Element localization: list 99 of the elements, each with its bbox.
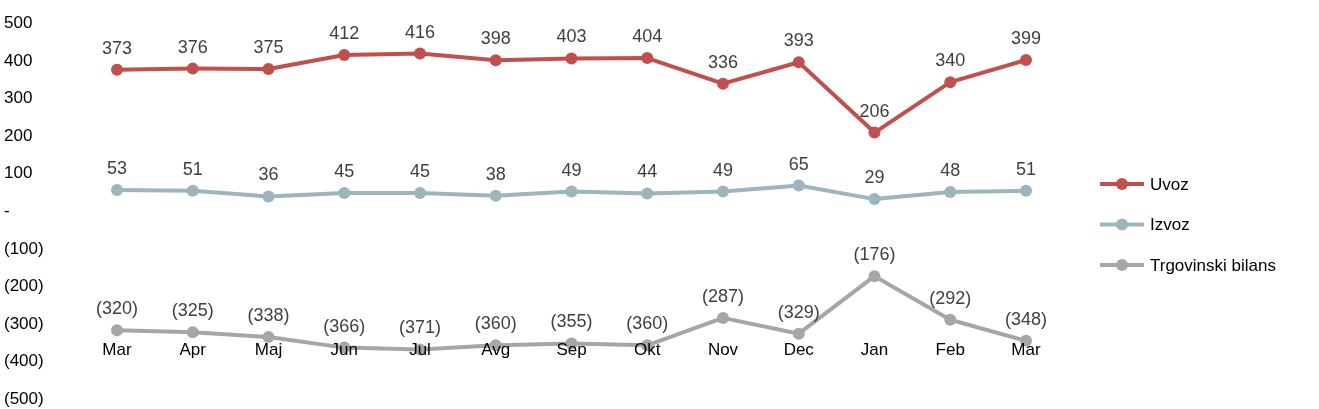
data-label: 376 xyxy=(177,36,208,57)
point xyxy=(186,62,199,75)
point xyxy=(111,324,123,337)
point xyxy=(414,47,426,60)
data-label: 45 xyxy=(334,161,355,182)
point xyxy=(489,54,502,67)
data-label: 36 xyxy=(258,164,279,185)
legend-label: Izvoz xyxy=(1150,215,1190,235)
data-label: (366) xyxy=(323,315,366,336)
data-label: 51 xyxy=(182,158,203,179)
point xyxy=(186,326,199,339)
data-label: 375 xyxy=(253,37,284,57)
x-tick-label: Dec xyxy=(783,340,815,360)
data-label: 38 xyxy=(485,163,506,184)
y-tick-label: (100) xyxy=(4,238,44,258)
point xyxy=(338,187,351,200)
data-label: 206 xyxy=(859,100,890,121)
y-tick-label: 200 xyxy=(4,125,33,145)
data-label: 373 xyxy=(101,37,133,58)
x-tick-label: Mar xyxy=(1011,340,1041,360)
legend-label: Trgovinski bilans xyxy=(1150,255,1276,275)
point xyxy=(489,189,502,202)
data-label: (325) xyxy=(171,300,214,321)
data-label: (292) xyxy=(929,287,972,308)
data-label: 29 xyxy=(864,167,885,188)
data-label: 44 xyxy=(637,161,658,182)
y-tick-label: 100 xyxy=(4,163,33,183)
data-label: (329) xyxy=(777,301,820,322)
data-label: 336 xyxy=(707,51,739,72)
point xyxy=(792,179,805,192)
data-label: 48 xyxy=(940,159,961,180)
point xyxy=(262,190,275,203)
point xyxy=(868,193,881,206)
point xyxy=(111,63,123,76)
data-label: 51 xyxy=(1015,158,1037,179)
point xyxy=(944,313,957,326)
x-tick-label: Apr xyxy=(179,340,207,360)
point xyxy=(565,52,578,65)
x-tick-label: Maj xyxy=(254,340,283,360)
point xyxy=(186,184,199,197)
point xyxy=(868,126,881,139)
point xyxy=(944,76,957,89)
point xyxy=(792,56,805,69)
data-label: 393 xyxy=(783,30,814,51)
point xyxy=(641,52,654,65)
point xyxy=(565,185,578,198)
data-label: 416 xyxy=(404,21,436,42)
data-label: 49 xyxy=(561,159,582,180)
legend-label: Uvoz xyxy=(1150,174,1189,194)
data-label: (360) xyxy=(474,313,517,334)
x-tick-label: Jun xyxy=(330,340,358,360)
x-tick-label: Sep xyxy=(556,340,587,360)
point xyxy=(1020,53,1032,66)
point xyxy=(717,311,729,324)
x-tick-label: Jan xyxy=(860,340,889,360)
point xyxy=(262,63,275,75)
data-label: 45 xyxy=(409,161,431,182)
y-tick-label: 400 xyxy=(4,50,33,70)
y-tick-label: (200) xyxy=(4,276,44,296)
point xyxy=(792,327,805,340)
point xyxy=(868,270,881,283)
y-tick-label: (400) xyxy=(4,351,44,371)
x-tick-label: Nov xyxy=(707,340,739,360)
data-label: (338) xyxy=(247,305,290,326)
data-label: 340 xyxy=(935,50,966,71)
data-label: (360) xyxy=(626,313,669,334)
x-tick-label: Avg xyxy=(481,340,511,360)
data-label: 398 xyxy=(480,28,511,49)
data-label: (320) xyxy=(95,298,139,319)
point xyxy=(338,49,351,62)
y-tick-label: (500) xyxy=(4,388,44,408)
y-tick-label: - xyxy=(4,200,10,220)
point xyxy=(262,331,275,344)
x-tick-label: Feb xyxy=(935,340,965,360)
x-tick-label: Mar xyxy=(102,340,132,360)
data-label: 49 xyxy=(712,159,734,180)
point xyxy=(641,187,654,200)
point xyxy=(414,187,426,200)
data-label: (348) xyxy=(1004,308,1048,329)
data-label: (371) xyxy=(398,317,442,338)
point xyxy=(717,185,729,198)
data-label: 65 xyxy=(788,153,809,174)
y-tick-label: (300) xyxy=(4,313,44,333)
data-label: 53 xyxy=(106,158,128,179)
data-label: 399 xyxy=(1010,27,1042,48)
data-label: 412 xyxy=(329,23,360,44)
x-tick-label: Jul xyxy=(409,340,431,360)
point xyxy=(944,185,957,198)
data-label: (176) xyxy=(853,244,896,265)
point xyxy=(1020,184,1032,197)
data-label: 404 xyxy=(632,26,663,47)
x-tick-label: Okt xyxy=(634,340,661,360)
data-label: (355) xyxy=(550,311,593,332)
y-tick-label: 500 xyxy=(4,12,33,32)
y-tick-label: 300 xyxy=(4,88,33,108)
data-label: 403 xyxy=(556,26,587,47)
point xyxy=(111,184,123,197)
data-label: (287) xyxy=(701,285,745,306)
point xyxy=(717,77,729,90)
